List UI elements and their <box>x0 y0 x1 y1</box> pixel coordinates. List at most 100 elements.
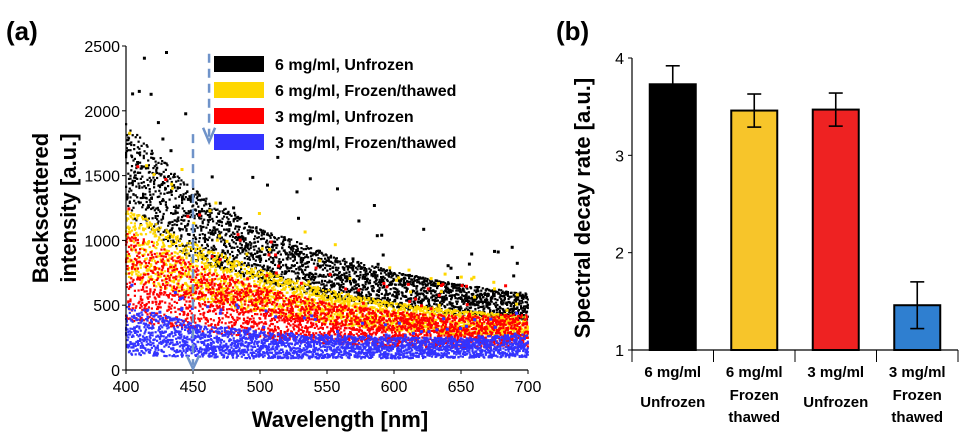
scatter-point <box>270 251 273 254</box>
scatter-point <box>506 291 509 294</box>
scatter-point <box>220 240 223 243</box>
scatter-point <box>322 320 325 323</box>
scatter-point <box>239 247 242 250</box>
scatter-point <box>270 283 273 286</box>
scatter-point <box>366 321 369 324</box>
scatter-point <box>493 292 496 295</box>
scatter-point <box>338 271 341 274</box>
scatter-point <box>357 295 360 299</box>
scatter-point <box>226 271 229 274</box>
scatter-point <box>352 323 355 326</box>
scatter-point <box>474 307 477 311</box>
scatter-point <box>314 276 317 279</box>
scatter-point <box>325 254 328 257</box>
scatter-point <box>366 288 369 291</box>
scatter-point <box>227 218 230 221</box>
scatter-point <box>220 236 223 239</box>
scatter-point <box>298 268 301 271</box>
scatter-point <box>334 278 337 281</box>
scatter-point <box>413 327 416 330</box>
scatter-point <box>318 281 321 284</box>
scatter-point <box>241 306 244 309</box>
scatter-point <box>363 276 366 279</box>
scatter-point <box>257 300 260 303</box>
scatter-point <box>207 248 210 252</box>
scatter-point <box>214 248 218 251</box>
scatter-point <box>302 253 305 256</box>
scatter-point <box>239 288 242 292</box>
scatter-point <box>505 301 508 304</box>
scatter-point <box>335 292 338 295</box>
scatter-point <box>255 274 258 277</box>
scatter-point <box>193 242 196 245</box>
scatter-point <box>500 289 503 292</box>
scatter-point <box>160 173 163 176</box>
scatter-point <box>421 281 424 284</box>
scatter-point <box>180 263 183 267</box>
scatter-point <box>502 308 505 311</box>
scatter-point <box>359 271 362 274</box>
scatter-point <box>514 307 518 310</box>
scatter-point <box>175 236 178 239</box>
scatter-point <box>473 312 476 315</box>
scatter-point <box>189 242 192 245</box>
scatter-point <box>350 299 353 302</box>
scatter-point <box>248 258 251 261</box>
scatter-point <box>295 277 298 280</box>
scatter-point <box>477 290 480 293</box>
scatter-point <box>418 300 421 304</box>
scatter-point <box>365 304 368 307</box>
scatter-point <box>357 275 360 278</box>
scatter-point <box>321 275 324 278</box>
scatter-point <box>258 275 261 278</box>
scatter-point <box>443 313 446 316</box>
scatter-point <box>330 275 333 278</box>
scatter-point <box>186 190 189 194</box>
scatter-point <box>139 201 142 204</box>
scatter-point <box>136 233 139 237</box>
scatter-point <box>256 303 259 306</box>
scatter-point <box>364 326 367 329</box>
scatter-point <box>251 256 254 259</box>
scatter-point <box>387 293 390 296</box>
scatter-point <box>280 235 283 238</box>
scatter-point-outlier <box>407 268 411 272</box>
scatter-point <box>165 209 168 212</box>
scatter-point <box>231 263 234 266</box>
scatter-point <box>298 288 302 291</box>
scatter-point <box>158 186 162 189</box>
scatter-point <box>251 264 254 267</box>
scatter-point <box>338 275 341 278</box>
scatter-point <box>301 293 304 296</box>
scatter-point <box>276 279 279 282</box>
scatter-point <box>523 305 526 308</box>
scatter-point <box>194 297 197 300</box>
scatter-point <box>387 300 390 303</box>
scatter-point <box>204 247 207 250</box>
scatter-point <box>152 176 155 179</box>
scatter-point <box>426 291 429 295</box>
scatter-point <box>282 276 285 279</box>
scatter-point <box>317 315 320 318</box>
scatter-point <box>203 233 207 236</box>
scatter-point <box>439 296 442 299</box>
scatter-point <box>148 269 151 272</box>
scatter-point <box>175 241 178 244</box>
scatter-point <box>181 195 184 198</box>
scatter-point <box>250 294 253 298</box>
scatter-point <box>273 240 277 244</box>
scatter-point <box>473 289 476 292</box>
scatter-point <box>488 289 491 292</box>
scatter-point <box>319 264 322 267</box>
scatter-point <box>245 222 249 225</box>
scatter-point <box>450 282 453 285</box>
scatter-point <box>172 184 176 187</box>
scatter-point <box>366 302 369 305</box>
scatter-point <box>262 229 265 232</box>
scatter-point <box>171 185 174 188</box>
scatter-point <box>146 145 149 148</box>
scatter-point <box>349 279 352 283</box>
scatter-point <box>167 231 170 234</box>
scatter-point <box>424 326 427 329</box>
scatter-point <box>443 299 446 302</box>
